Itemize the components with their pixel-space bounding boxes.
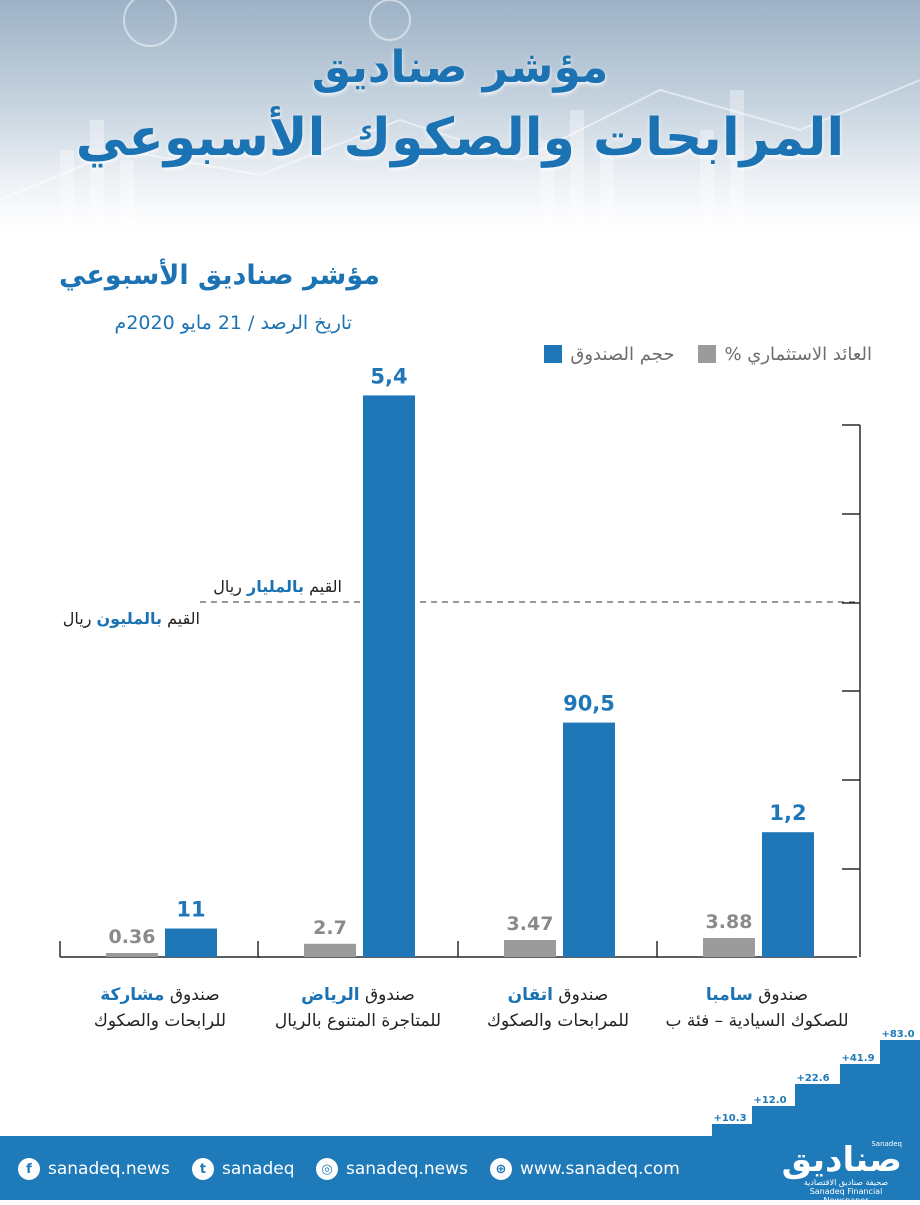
- legend-label-fund-size: حجم الصندوق: [570, 343, 675, 365]
- million-prefix: القيم: [162, 609, 200, 628]
- legend-item-fund-size: حجم الصندوق: [544, 344, 674, 365]
- billion-annotation: القيم بالمليار ريال: [213, 577, 342, 596]
- instagram-handle: sanadeq.news: [346, 1159, 468, 1179]
- category-line2: للرابحات والصكوك: [93, 1011, 227, 1031]
- category-label-musharaka: صندوق مشاركة للرابحات والصكوك: [60, 982, 260, 1034]
- category-prefix: صندوق: [164, 985, 220, 1005]
- bar-fund-size: [762, 832, 814, 957]
- data-label-fund-size: 11: [176, 898, 205, 922]
- website-url: www.sanadeq.com: [520, 1159, 680, 1179]
- data-label-return: 3.47: [507, 913, 554, 935]
- header-decoration: [0, 0, 920, 230]
- category-name: مشاركة: [100, 985, 165, 1005]
- growth-step-label: +41.9: [841, 1053, 874, 1064]
- observation-date: تاريخ الرصد / 21 مايو 2020م: [114, 312, 352, 334]
- chart-subtitle: مؤشر صناديق الأسبوعي: [59, 260, 380, 291]
- twitter-link[interactable]: t sanadeq: [192, 1158, 295, 1180]
- bar-return: [304, 943, 356, 957]
- facebook-link[interactable]: f sanadeq.news: [18, 1158, 170, 1180]
- billion-suffix: ريال: [213, 577, 247, 596]
- category-line2: للمتاجرة المتنوع بالريال: [274, 1011, 442, 1031]
- logo-subtitle-ar: صحيفة صناديق الاقتصادية: [803, 1178, 889, 1187]
- category-name: سامبا: [705, 985, 753, 1005]
- data-label-fund-size: 5,4: [370, 364, 407, 388]
- legend-label-return: العائد الاستثماري %: [724, 343, 872, 365]
- staircase-shape: [712, 1040, 920, 1136]
- bar-fund-size: [563, 722, 615, 957]
- instagram-link[interactable]: ◎ sanadeq.news: [316, 1158, 468, 1180]
- main-title-line1: مؤشر صناديق: [311, 42, 609, 93]
- facebook-icon: f: [18, 1158, 40, 1180]
- category-line2: للمرابحات والصكوك: [486, 1011, 630, 1031]
- data-label-fund-size: 1,2: [769, 801, 806, 825]
- growth-step-label: +12.0: [753, 1095, 786, 1106]
- globe-icon: ⊕: [490, 1158, 512, 1180]
- logo-tag: Sanadeq: [871, 1140, 902, 1148]
- category-line2: للصكوك السيادية – فئة ب: [665, 1011, 849, 1031]
- growth-step-label: +83.0: [881, 1029, 914, 1040]
- legend-swatch-grey: [698, 345, 717, 363]
- category-label-riyad: صندوق الرياض للمتاجرة المتنوع بالريال: [258, 982, 458, 1034]
- bar-return: [106, 953, 158, 957]
- category-label-itqan: صندوق اتقان للمرابحات والصكوك: [458, 982, 658, 1034]
- category-name: اتقان: [507, 985, 554, 1005]
- instagram-icon: ◎: [316, 1158, 338, 1180]
- facebook-handle: sanadeq.news: [48, 1159, 170, 1179]
- sanadeq-logo: Sanadeq صناديق صحيفة صناديق الاقتصادية S…: [781, 1140, 902, 1205]
- category-prefix: صندوق: [553, 985, 609, 1005]
- bar-return: [504, 939, 556, 957]
- growth-step-label: +22.6: [796, 1073, 829, 1084]
- twitter-icon: t: [192, 1158, 214, 1180]
- bar-fund-size: [165, 928, 217, 957]
- legend-item-return: العائد الاستثماري %: [698, 344, 872, 365]
- category-label-samba: صندوق سامبا للصكوك السيادية – فئة ب: [657, 982, 857, 1034]
- bar-return: [703, 937, 755, 957]
- data-label-return: 0.36: [109, 926, 156, 948]
- twitter-handle: sanadeq: [222, 1159, 295, 1179]
- chart-legend: حجم الصندوق العائد الاستثماري %: [530, 341, 872, 367]
- category-prefix: صندوق: [359, 985, 415, 1005]
- billion-highlight: بالمليار: [246, 577, 305, 596]
- category-name: الرياض: [301, 985, 360, 1005]
- million-suffix: ريال: [62, 609, 97, 628]
- data-label-return: 3.88: [706, 911, 753, 933]
- million-highlight: بالمليون: [96, 609, 163, 628]
- legend-swatch-blue: [544, 345, 563, 363]
- header-background: [0, 0, 920, 230]
- billion-prefix: القيم: [304, 577, 342, 596]
- bar-fund-size: [363, 395, 415, 957]
- main-title-line2: المرابحات والصكوك الأسبوعي: [75, 108, 845, 168]
- growth-step-label: +10.3: [713, 1113, 746, 1124]
- logo-wordmark: صناديق: [781, 1140, 902, 1180]
- data-label-return: 2.7: [313, 917, 347, 939]
- million-annotation: القيم بالمليون ريال: [63, 609, 200, 628]
- category-prefix: صندوق: [752, 985, 809, 1005]
- footer-bar: [0, 1136, 920, 1200]
- website-link[interactable]: ⊕ www.sanadeq.com: [490, 1158, 680, 1180]
- data-label-fund-size: 90,5: [563, 692, 615, 716]
- logo-subtitle-en: Sanadeq Financial Newspaper: [809, 1187, 883, 1205]
